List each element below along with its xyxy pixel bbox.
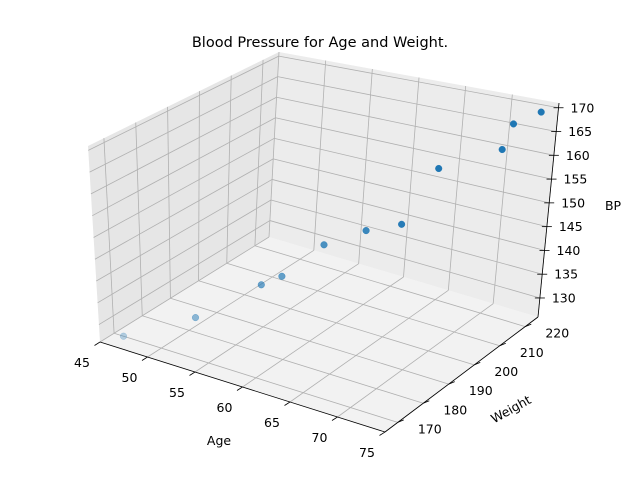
x-grid-floor [194,263,359,373]
y-grid-wall [254,59,264,246]
y-tick-mark [423,400,430,404]
tick-marks [94,107,564,436]
right-wall-pane [269,52,559,317]
z-grid-left-wall [90,96,277,195]
y-grid-floor [170,297,449,385]
grid-lines [88,51,560,433]
y-grid-floor [226,262,500,347]
data-point [398,220,406,228]
y-grid-wall [135,122,143,316]
z-grid-left-wall [89,76,278,173]
x-grid-wall [313,60,327,251]
y-tick-mark [474,362,481,366]
x-tick-mark [94,341,101,346]
x-grid-wall [492,94,513,304]
x-tick-label: 55 [169,385,185,400]
data-point [278,272,286,280]
x-tick-label: 50 [122,370,138,385]
z-grid-left-wall [94,158,274,260]
x-tick-mark [331,416,338,421]
y-grid-floor [198,280,475,366]
y-tick-label: 220 [545,326,569,341]
data-point [435,164,443,173]
y-tick-label: 190 [469,383,493,398]
z-grid-right-wall [273,158,547,228]
x-grid-wall [447,85,467,291]
x-grid-wall [358,68,373,264]
z-tick-label: 155 [564,172,588,187]
y-tick-label: 200 [494,364,518,379]
x-tick-mark [284,401,291,406]
x-tick-label: 70 [312,430,328,445]
y-grid-wall [103,138,115,334]
y-tick-mark [525,323,532,327]
y-axis-line [384,316,539,433]
z-tick-label: 150 [561,195,585,210]
z-tick-label: 140 [557,243,581,258]
x-tick-mark [236,386,243,391]
y-tick-label: 170 [418,421,442,436]
y-tick-mark [448,381,455,385]
z-grid-left-wall [98,220,271,325]
x-grid-floor [99,236,270,343]
x-tick-mark [379,431,386,436]
z-grid-right-wall [269,220,540,299]
x-axis-label: Age [207,433,231,448]
data-point [509,120,518,128]
y-tick-mark [499,342,506,347]
z-grid-right-wall [276,96,554,156]
chart-title: Blood Pressure for Age and Weight. [192,35,448,51]
z-axis-label: BP [605,198,622,213]
z-grid-right-wall [272,179,545,251]
x-grid-floor [337,303,494,418]
x-grid-floor [147,249,315,358]
z-grid-right-wall [270,199,543,275]
z-grid-left-wall [96,179,273,282]
z-tick-label: 130 [552,290,576,305]
y-grid-wall [167,106,171,299]
data-point [257,281,265,289]
z-tick-label: 165 [568,124,592,139]
y-axis-label: Weight [488,392,533,426]
y-tick-label: 180 [443,402,467,417]
z-grid-right-wall [274,137,550,204]
y-tick-mark [397,419,404,423]
data-point [119,332,128,340]
data-point [498,145,506,154]
z-tick-label: 170 [571,100,595,115]
z-grid-left-wall [93,137,275,238]
x-tick-label: 60 [217,400,233,415]
z-grid-right-wall [278,55,559,109]
x-grid-wall [403,77,420,278]
y-grid-floor [254,245,526,327]
y-grid-floor [142,315,424,404]
x-tick-label: 75 [359,445,375,460]
x-tick-mark [141,356,148,361]
z-grid-left-wall [88,55,279,151]
z-grid-right-wall [277,76,557,132]
y-grid-wall [226,75,232,264]
z-tick-label: 135 [554,267,578,282]
x-tick-label: 65 [264,415,280,430]
z-tick-label: 160 [566,148,590,163]
z-axis-line [537,102,560,318]
x-tick-label: 45 [74,355,90,370]
y-grid-floor [113,332,398,423]
data-point [320,241,328,249]
x-grid-floor [289,290,449,403]
data-point [362,227,370,235]
x-grid-floor [242,276,404,388]
z-tick-label: 145 [559,219,583,234]
x-grid-wall [268,51,280,238]
z-grid-left-wall [92,117,276,217]
data-points [119,108,545,340]
x-tick-mark [189,371,196,376]
y-tick-label: 210 [520,345,544,360]
data-point [537,108,545,116]
z-grid-left-wall [97,199,272,304]
z-grid-right-wall [275,117,552,180]
data-point [191,314,200,322]
y-grid-wall [198,91,200,281]
